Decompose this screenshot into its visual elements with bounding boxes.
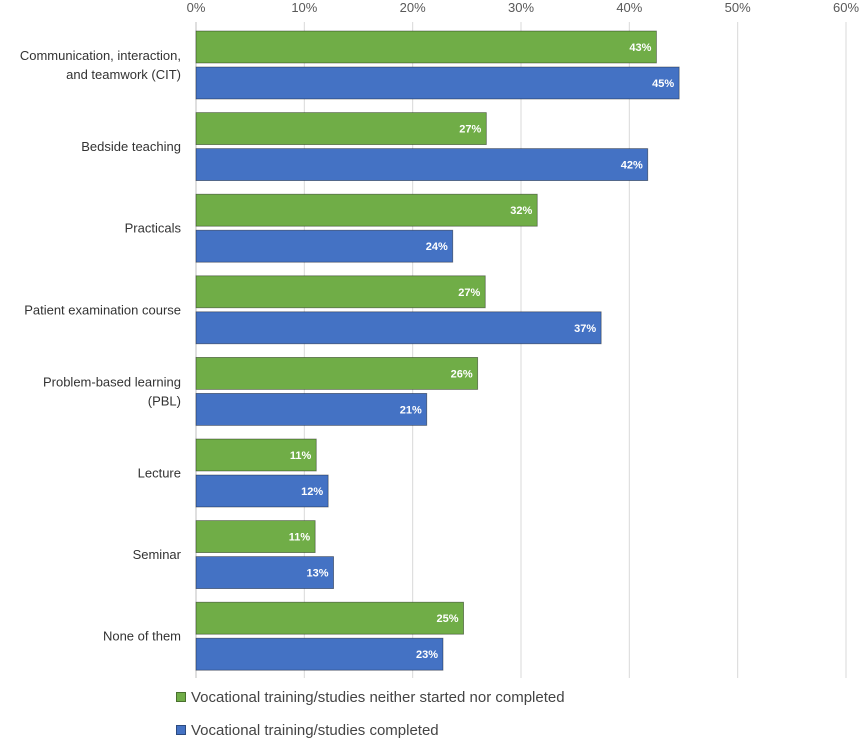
bar	[195, 474, 329, 508]
legend-label-series-1: Vocational training/studies neither star…	[191, 688, 565, 706]
bar	[195, 229, 454, 263]
data-label: 13%	[307, 568, 329, 580]
bar	[195, 556, 334, 589]
data-label: 27%	[459, 124, 481, 136]
data-label: 37%	[574, 323, 596, 335]
legend: Vocational training/studies neither star…	[176, 688, 565, 754]
category-label: Problem-based learning	[43, 374, 181, 389]
bar	[195, 601, 464, 635]
legend-item-series-1: Vocational training/studies neither star…	[176, 688, 565, 706]
category-label: Patient examination course	[24, 302, 181, 317]
bar	[195, 66, 680, 100]
bar	[195, 637, 444, 671]
category-label: Bedside teaching	[81, 139, 181, 154]
legend-swatch-blue	[176, 725, 186, 735]
bar	[195, 30, 657, 64]
data-label: 32%	[510, 205, 532, 217]
x-tick-label: 0%	[187, 0, 206, 15]
data-label: 25%	[437, 613, 459, 625]
bar	[195, 148, 649, 182]
data-label: 21%	[400, 404, 422, 416]
legend-label-series-2: Vocational training/studies completed	[191, 721, 439, 739]
x-tick-label: 50%	[725, 0, 751, 15]
data-label: 27%	[458, 287, 480, 299]
x-tick-label: 10%	[291, 0, 317, 15]
category-label: Communication, interaction,	[20, 48, 181, 63]
bar	[195, 193, 538, 227]
category-labels: Communication, interaction, and teamwork …	[20, 48, 182, 644]
data-label: 24%	[426, 241, 448, 253]
bar	[195, 520, 316, 553]
legend-swatch-green	[176, 692, 186, 702]
data-label: 42%	[621, 160, 643, 172]
category-label: and teamwork (CIT)	[66, 67, 181, 82]
x-tick-label: 40%	[616, 0, 642, 15]
bar	[195, 275, 486, 309]
bar	[195, 356, 479, 390]
data-label: 45%	[652, 78, 674, 90]
category-label: None of them	[103, 629, 181, 644]
bar	[195, 311, 602, 345]
data-label: 43%	[629, 42, 651, 54]
x-tick-label: 20%	[400, 0, 426, 15]
data-label: 26%	[451, 368, 473, 380]
bar	[195, 112, 487, 145]
bar	[195, 438, 317, 472]
x-tick-label: 60%	[833, 0, 859, 15]
legend-item-series-2: Vocational training/studies completed	[176, 721, 565, 739]
category-label: (PBL)	[148, 393, 181, 408]
x-axis-ticks: 0% 10% 20% 30% 40% 50% 60%	[187, 0, 859, 15]
data-label: 23%	[416, 649, 438, 661]
category-label: Practicals	[125, 221, 182, 236]
data-label: 11%	[289, 532, 311, 544]
category-label: Seminar	[133, 547, 182, 562]
bars: 43% 45% 27% 42% 32% 24% 27% 37% 26% 21% 11% 12% 11% 1…	[195, 30, 680, 671]
bar	[195, 392, 428, 426]
data-label: 11%	[290, 450, 312, 462]
x-tick-label: 30%	[508, 0, 534, 15]
category-label: Lecture	[138, 466, 181, 481]
data-label: 12%	[301, 486, 323, 498]
bar-chart: 0% 10% 20% 30% 40% 50% 60% 43% 45% 27% 42% 32% 24% 2…	[20, 0, 859, 678]
